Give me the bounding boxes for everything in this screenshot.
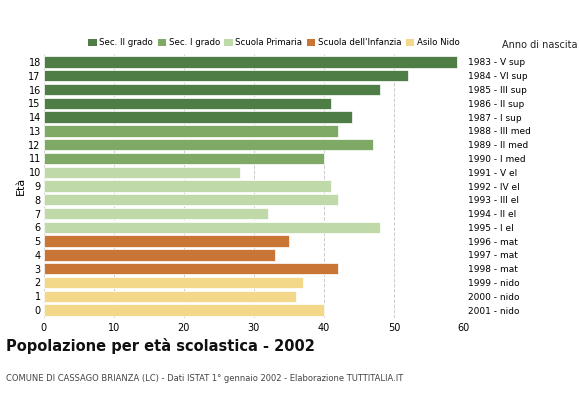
Legend: Sec. II grado, Sec. I grado, Scuola Primaria, Scuola dell'Infanzia, Asilo Nido: Sec. II grado, Sec. I grado, Scuola Prim…	[88, 38, 460, 47]
Bar	[44, 84, 380, 95]
Bar	[44, 236, 289, 247]
Bar	[44, 70, 408, 82]
Bar	[44, 180, 331, 192]
Bar	[44, 112, 352, 123]
Bar	[44, 194, 338, 206]
Y-axis label: Età: Età	[16, 177, 26, 195]
Bar	[44, 125, 338, 136]
Bar	[44, 263, 338, 274]
Text: COMUNE DI CASSAGO BRIANZA (LC) - Dati ISTAT 1° gennaio 2002 - Elaborazione TUTTI: COMUNE DI CASSAGO BRIANZA (LC) - Dati IS…	[6, 374, 403, 383]
Bar	[44, 304, 324, 316]
Bar	[44, 139, 373, 150]
Bar	[44, 290, 296, 302]
Bar	[44, 98, 331, 109]
Bar	[44, 222, 380, 233]
Bar	[44, 153, 324, 164]
Text: Anno di nascita: Anno di nascita	[502, 40, 577, 50]
Bar	[44, 249, 275, 260]
Bar	[44, 56, 457, 68]
Text: Popolazione per età scolastica - 2002: Popolazione per età scolastica - 2002	[6, 338, 315, 354]
Bar	[44, 166, 240, 178]
Bar	[44, 208, 268, 219]
Bar	[44, 277, 303, 288]
